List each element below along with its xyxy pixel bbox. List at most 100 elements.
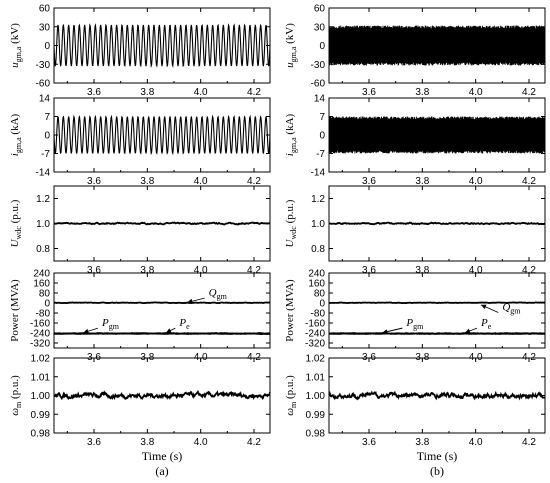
panel-a-1: 14 7 0 -7 -14 3.6 3.8 4.0 4.2 igm,a (kA) (9, 94, 271, 187)
annotation-arrow-head (465, 328, 471, 334)
x-tick-label: 3.6 (362, 87, 376, 98)
y-axis-label-main: U (284, 238, 296, 247)
y-tick-label: 1.00 (306, 391, 326, 402)
y-axis-label-unit: (kA) (284, 113, 296, 137)
x-tick-label: 3.6 (362, 265, 376, 276)
series-line-main (54, 389, 270, 401)
x-tick-label: 3.8 (140, 265, 154, 276)
series-annotation: Pe (480, 317, 492, 331)
y-axis-label-unit: (p.u.) (9, 199, 21, 226)
series-line-Pe (329, 332, 545, 335)
y-tick-label: 160 (308, 279, 325, 290)
series-line (54, 114, 270, 156)
x-tick-label: 3.8 (415, 437, 429, 448)
x-tick-label: 4.2 (247, 176, 261, 187)
y-axis-label-unit: (p.u.) (9, 375, 21, 402)
y-tick-label: -7 (41, 149, 50, 160)
x-tick-label: 4.2 (522, 437, 536, 448)
y-axis-label-unit: (MVA) (284, 279, 296, 314)
series-line (329, 25, 545, 66)
x-tick-label: 3.6 (87, 87, 101, 98)
series-annotation: Pe (178, 317, 190, 331)
y-tick-label: 1.0 (311, 219, 325, 230)
y-axis-label-sub: gm,a (289, 46, 298, 62)
y-axis-label-sub: m (289, 401, 298, 408)
annotation-arrow-head (382, 329, 388, 335)
y-tick-label: 1.01 (306, 372, 326, 383)
panel-a-0: 60 30 0 -30 -60 3.6 3.8 4.0 4.2 ugm,a (kV) (9, 4, 271, 98)
y-tick-label: 0.99 (31, 410, 51, 421)
series-line-Qgm (329, 301, 545, 305)
y-axis-label: ugm,a (kV) (9, 23, 23, 68)
x-tick-label: 3.6 (362, 437, 376, 448)
y-tick-label: 60 (314, 4, 326, 15)
series-annotation: Pgm (101, 317, 120, 331)
y-axis-label: ωm (p.u.) (284, 375, 298, 416)
y-axis-label-unit: (kV) (9, 23, 21, 47)
series-annotation: Qgm (209, 287, 228, 301)
series-annotation-sub: gm (217, 292, 228, 301)
y-tick-label: 240 (308, 269, 325, 280)
series-line-Pe (54, 332, 270, 335)
panel-b-2: 1.2 1.0 0.8 3.6 3.8 4.0 4.2 Uwdc (p.u.) (284, 185, 546, 276)
y-axis-label-main: ω (9, 408, 21, 416)
y-tick-label: 0 (319, 299, 325, 310)
y-tick-label: 240 (33, 269, 50, 280)
y-axis-label: ωm (p.u.) (9, 375, 23, 416)
y-tick-label: 1.02 (31, 354, 51, 365)
y-tick-label: 0 (319, 131, 325, 142)
y-axis-label-main: i (9, 153, 21, 156)
y-tick-label: 14 (314, 94, 326, 105)
y-axis-label: ugm,a (kV) (284, 23, 298, 68)
x-axis-label: Time (s) (417, 449, 458, 463)
y-tick-label: 80 (314, 289, 326, 300)
series-annotation-main: P (480, 317, 488, 329)
y-tick-label: 0 (319, 41, 325, 52)
panel-a-4: 1.02 1.01 1.00 0.99 0.98 3.6 3.8 4.0 4.2 ωm (p.u.… (9, 354, 271, 478)
y-tick-label: -60 (36, 79, 51, 90)
y-axis-label-main: u (9, 62, 21, 68)
annotation-arrow-head (481, 304, 487, 310)
series-annotation-sub: gm (109, 322, 120, 331)
subfigure-caption: (b) (430, 464, 444, 478)
y-axis-label-sub: gm,a (14, 137, 23, 153)
y-tick-label: -60 (311, 79, 326, 90)
annotation-arrow-head (83, 328, 89, 334)
y-tick-label: -240 (30, 329, 50, 340)
y-tick-label: 0.8 (311, 244, 325, 255)
series-annotation: Pgm (405, 317, 424, 331)
y-tick-label: -7 (316, 149, 325, 160)
x-tick-label: 3.6 (87, 265, 101, 276)
panel-b-4: 1.02 1.01 1.00 0.99 0.98 3.6 3.8 4.0 4.2 ωm (p.u.… (284, 354, 546, 478)
y-tick-label: 30 (314, 22, 326, 33)
y-tick-label: 1.01 (31, 372, 51, 383)
series-annotation-main: P (178, 317, 186, 329)
y-axis-label: igm,a (kA) (284, 113, 298, 156)
x-tick-label: 4.2 (247, 437, 261, 448)
x-tick-label: 4.0 (469, 87, 483, 98)
panel-a-2: 1.2 1.0 0.8 3.6 3.8 4.0 4.2 Uwdc (p.u.) (9, 185, 271, 276)
axes-frame (53, 272, 271, 349)
y-axis-label: igm,a (kA) (9, 113, 23, 156)
x-tick-label: 4.2 (522, 87, 536, 98)
series-annotation-main: Q (209, 287, 217, 299)
y-axis-label-unit: (kV) (284, 23, 296, 47)
y-axis-label-unit: (p.u.) (284, 375, 296, 402)
x-tick-label: 3.8 (415, 176, 429, 187)
y-axis-label-main: Power (9, 313, 21, 341)
x-tick-label: 4.0 (194, 87, 208, 98)
series-line-main (329, 221, 545, 226)
y-axis-label: Uwdc (p.u.) (9, 199, 23, 247)
y-tick-label: -160 (305, 319, 325, 330)
y-tick-label: -30 (311, 60, 326, 71)
y-axis-label-main: i (284, 153, 296, 156)
y-tick-label: -14 (311, 168, 326, 179)
annotation-arrow-head (166, 328, 172, 333)
y-tick-label: 0 (44, 41, 50, 52)
y-axis-label-main: U (9, 238, 21, 247)
y-tick-label: 0.98 (31, 429, 51, 440)
x-tick-label: 4.0 (469, 176, 483, 187)
series-line-main (54, 221, 270, 226)
series-line (329, 116, 545, 154)
